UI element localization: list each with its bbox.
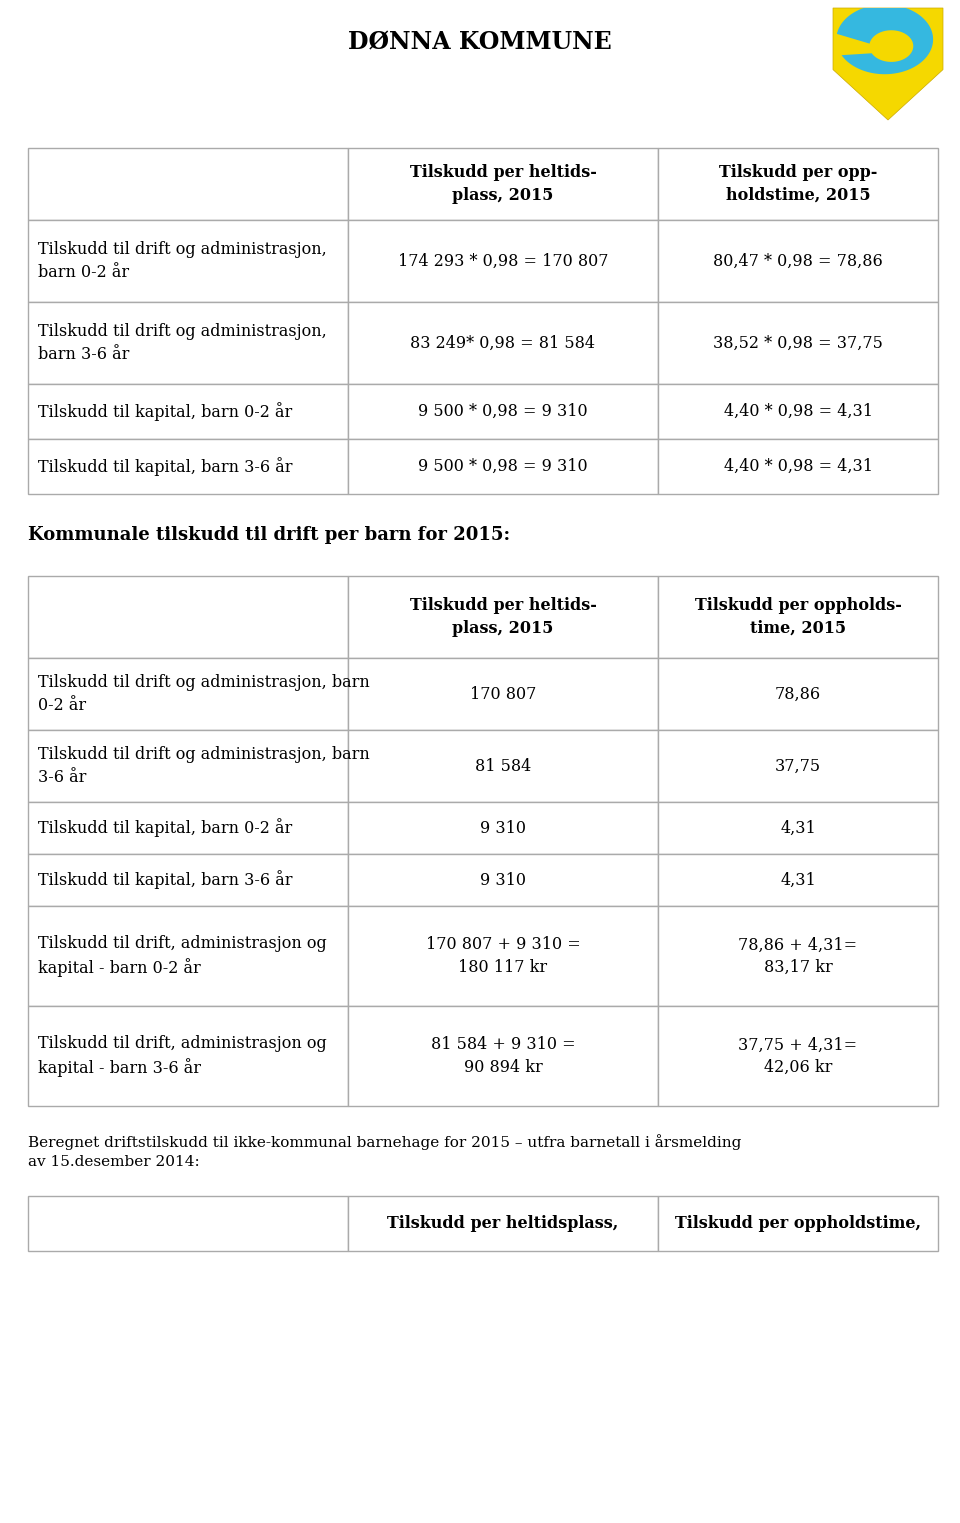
Bar	[658, 576, 938, 658]
Text: 4,40 * 0,98 = 4,31: 4,40 * 0,98 = 4,31	[724, 458, 873, 475]
Bar	[28, 1196, 348, 1250]
Bar	[658, 854, 938, 906]
Text: Kommunale tilskudd til drift per barn for 2015:: Kommunale tilskudd til drift per barn fo…	[28, 525, 510, 544]
Text: DØNNA KOMMUNE: DØNNA KOMMUNE	[348, 30, 612, 53]
Text: 9 310: 9 310	[480, 819, 526, 836]
Text: 81 584: 81 584	[475, 757, 531, 775]
Text: Tilskudd til drift og administrasjon,
barn 0-2 år: Tilskudd til drift og administrasjon, ba…	[38, 242, 326, 280]
Text: 174 293 * 0,98 = 170 807: 174 293 * 0,98 = 170 807	[397, 253, 609, 270]
Bar	[658, 439, 938, 493]
Text: Tilskudd til kapital, barn 0-2 år: Tilskudd til kapital, barn 0-2 år	[38, 818, 292, 838]
Polygon shape	[837, 5, 933, 75]
Bar	[348, 1196, 658, 1250]
Text: 80,47 * 0,98 = 78,86: 80,47 * 0,98 = 78,86	[713, 253, 883, 270]
Text: Tilskudd per oppholdstime,: Tilskudd per oppholdstime,	[675, 1215, 921, 1232]
Bar	[658, 384, 938, 439]
Text: 38,52 * 0,98 = 37,75: 38,52 * 0,98 = 37,75	[713, 335, 883, 352]
Text: 81 584 + 9 310 =
90 894 kr: 81 584 + 9 310 = 90 894 kr	[431, 1036, 575, 1075]
Text: 4,40 * 0,98 = 4,31: 4,40 * 0,98 = 4,31	[724, 404, 873, 420]
Bar	[28, 730, 348, 803]
Text: Tilskudd til kapital, barn 3-6 år: Tilskudd til kapital, barn 3-6 år	[38, 457, 293, 477]
Bar	[658, 658, 938, 730]
Text: 37,75: 37,75	[775, 757, 821, 775]
Bar	[28, 576, 348, 658]
Text: Tilskudd til drift og administrasjon, barn
3-6 år: Tilskudd til drift og administrasjon, ba…	[38, 746, 370, 786]
Bar	[348, 576, 658, 658]
Bar	[348, 148, 658, 219]
Bar	[28, 1007, 348, 1106]
Bar	[658, 148, 938, 219]
Text: Beregnet driftstilskudd til ikke-kommunal barnehage for 2015 – utfra barnetall i: Beregnet driftstilskudd til ikke-kommuna…	[28, 1135, 741, 1170]
Bar	[658, 906, 938, 1007]
Text: Tilskudd til drift og administrasjon,
barn 3-6 år: Tilskudd til drift og administrasjon, ba…	[38, 323, 326, 362]
Bar	[28, 803, 348, 854]
Text: 37,75 + 4,31=
42,06 kr: 37,75 + 4,31= 42,06 kr	[738, 1036, 857, 1075]
Text: 78,86: 78,86	[775, 685, 821, 702]
Text: 9 500 * 0,98 = 9 310: 9 500 * 0,98 = 9 310	[419, 404, 588, 420]
Bar	[658, 730, 938, 803]
Bar	[28, 219, 348, 302]
Bar	[28, 906, 348, 1007]
Bar	[28, 439, 348, 493]
Text: Tilskudd til drift, administrasjon og
kapital - barn 3-6 år: Tilskudd til drift, administrasjon og ka…	[38, 1036, 326, 1077]
Bar	[348, 439, 658, 493]
Bar	[658, 302, 938, 384]
Text: Tilskudd til drift og administrasjon, barn
0-2 år: Tilskudd til drift og administrasjon, ba…	[38, 675, 370, 714]
Text: Tilskudd per opp-
holdstime, 2015: Tilskudd per opp- holdstime, 2015	[719, 164, 877, 204]
Text: Tilskudd per heltids-
plass, 2015: Tilskudd per heltids- plass, 2015	[410, 164, 596, 204]
Bar	[348, 302, 658, 384]
Text: 4,31: 4,31	[780, 819, 816, 836]
Bar	[348, 1007, 658, 1106]
Text: Tilskudd per heltids-
plass, 2015: Tilskudd per heltids- plass, 2015	[410, 597, 596, 637]
Bar	[348, 384, 658, 439]
Bar	[28, 658, 348, 730]
Bar	[658, 1196, 938, 1250]
Text: 170 807 + 9 310 =
180 117 kr: 170 807 + 9 310 = 180 117 kr	[425, 937, 581, 976]
Text: 9 500 * 0,98 = 9 310: 9 500 * 0,98 = 9 310	[419, 458, 588, 475]
Bar	[28, 302, 348, 384]
Text: 9 310: 9 310	[480, 871, 526, 888]
Text: Tilskudd per oppholds-
time, 2015: Tilskudd per oppholds- time, 2015	[695, 597, 901, 637]
Bar	[348, 730, 658, 803]
Bar	[658, 219, 938, 302]
Text: 83 249* 0,98 = 81 584: 83 249* 0,98 = 81 584	[411, 335, 595, 352]
Bar	[348, 906, 658, 1007]
Polygon shape	[833, 8, 943, 120]
Text: 4,31: 4,31	[780, 871, 816, 888]
Bar	[658, 803, 938, 854]
Bar	[348, 219, 658, 302]
Bar	[348, 854, 658, 906]
Bar	[28, 854, 348, 906]
Text: Tilskudd til kapital, barn 3-6 år: Tilskudd til kapital, barn 3-6 år	[38, 871, 293, 889]
Text: Tilskudd per heltidsplass,: Tilskudd per heltidsplass,	[388, 1215, 618, 1232]
Text: Tilskudd til drift, administrasjon og
kapital - barn 0-2 år: Tilskudd til drift, administrasjon og ka…	[38, 935, 326, 976]
Bar	[348, 658, 658, 730]
Bar	[658, 1007, 938, 1106]
Bar	[28, 148, 348, 219]
Text: 78,86 + 4,31=
83,17 kr: 78,86 + 4,31= 83,17 kr	[738, 937, 857, 976]
Bar	[28, 384, 348, 439]
Text: Tilskudd til kapital, barn 0-2 år: Tilskudd til kapital, barn 0-2 år	[38, 402, 292, 420]
Text: 170 807: 170 807	[469, 685, 537, 702]
Bar	[348, 803, 658, 854]
